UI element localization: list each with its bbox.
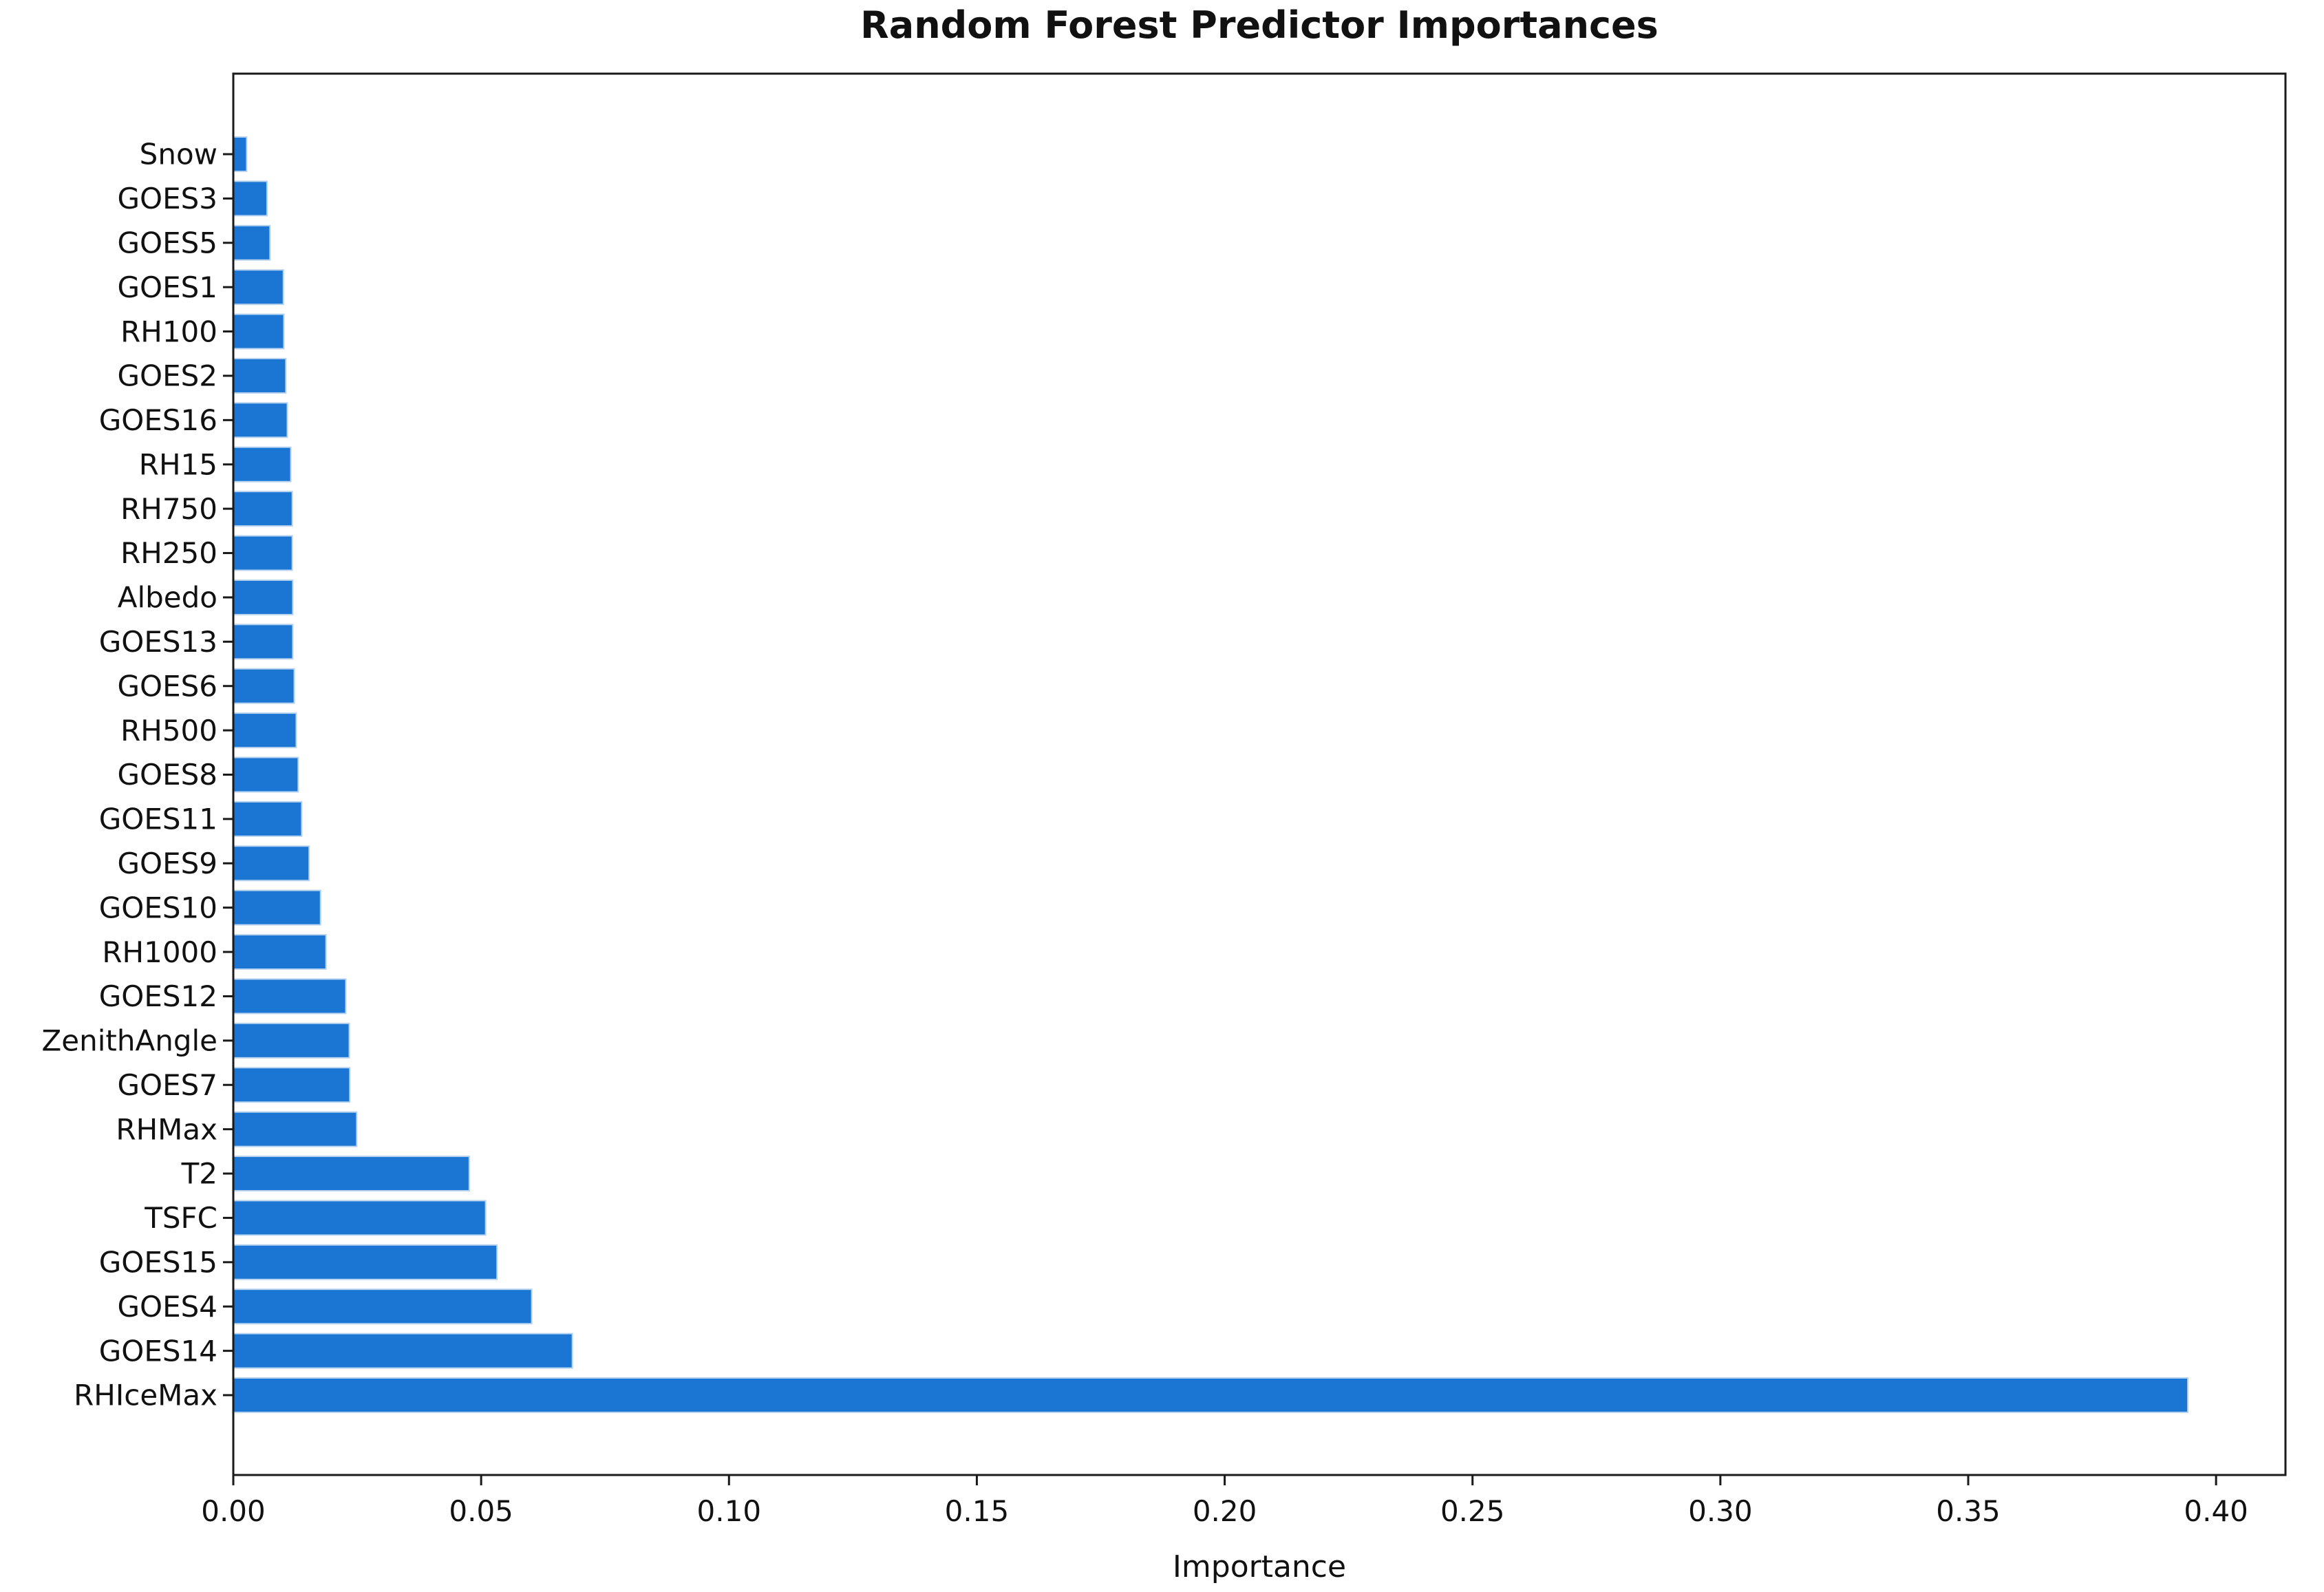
x-tick-label: 0.05 xyxy=(449,1494,513,1528)
bar-GOES2 xyxy=(233,357,287,394)
bar-GOES12 xyxy=(233,978,347,1015)
bar-GOES10 xyxy=(233,889,321,926)
bar-RH1000 xyxy=(233,934,327,970)
y-tick-label-GOES16: GOES16 xyxy=(99,403,217,437)
axes-frame xyxy=(232,72,2287,1476)
y-tick-label-GOES12: GOES12 xyxy=(99,979,217,1013)
x-axis-label: Importance xyxy=(1173,1549,1346,1584)
bar-Snow xyxy=(233,136,248,172)
y-tick-label-RH100: RH100 xyxy=(120,315,217,348)
bar-GOES16 xyxy=(233,402,288,438)
x-tick-label: 0.40 xyxy=(2184,1494,2248,1528)
bar-GOES4 xyxy=(233,1288,533,1325)
y-tick-label-GOES13: GOES13 xyxy=(99,625,217,659)
y-tick-label-T2: T2 xyxy=(181,1157,217,1191)
bar-RH750 xyxy=(233,491,293,527)
y-tick-marks xyxy=(223,153,233,1397)
y-tick-label-GOES10: GOES10 xyxy=(99,891,217,924)
y-tick-label-GOES8: GOES8 xyxy=(117,758,217,792)
bar-T2 xyxy=(233,1156,470,1192)
y-tick-labels: Snow GOES3 GOES5 GOES1 RH100 GOES2 GOES16 RH15 R… xyxy=(41,138,217,1412)
bar-GOES8 xyxy=(233,756,299,793)
bar-GOES13 xyxy=(233,624,294,660)
y-tick-label-RH250: RH250 xyxy=(120,536,217,570)
bar-GOES11 xyxy=(233,800,303,837)
bar-ZenithAngle xyxy=(233,1022,350,1059)
y-tick-label-GOES3: GOES3 xyxy=(117,182,217,215)
y-tick-label-Snow: Snow xyxy=(140,138,217,171)
y-tick-label-TSFC: TSFC xyxy=(144,1201,217,1235)
y-tick-label-GOES14: GOES14 xyxy=(99,1334,217,1368)
x-tick-label: 0.25 xyxy=(1440,1494,1505,1528)
bar-GOES1 xyxy=(233,269,284,306)
y-tick-label-GOES6: GOES6 xyxy=(117,669,217,703)
bar-GOES5 xyxy=(233,224,271,261)
y-tick-label-GOES7: GOES7 xyxy=(117,1068,217,1102)
y-tick-label-GOES1: GOES1 xyxy=(117,270,217,304)
bar-GOES7 xyxy=(233,1067,351,1103)
bar-GOES14 xyxy=(233,1333,573,1369)
y-tick-label-RH500: RH500 xyxy=(120,714,217,747)
bar-RHIceMax xyxy=(233,1377,2189,1413)
x-tick-label: 0.30 xyxy=(1688,1494,1753,1528)
bar-RH500 xyxy=(233,712,297,749)
y-tick-label-GOES9: GOES9 xyxy=(117,847,217,880)
axes-spines xyxy=(232,72,2287,1476)
y-tick-label-GOES2: GOES2 xyxy=(117,359,217,393)
chart-title: Random Forest Predictor Importances xyxy=(860,3,1659,47)
bar-GOES15 xyxy=(233,1244,498,1280)
y-tick-label-RHIceMax: RHIceMax xyxy=(74,1379,217,1412)
y-tick-label-GOES4: GOES4 xyxy=(117,1290,217,1324)
x-tick-labels: 0.00 0.05 0.10 0.15 0.20 0.25 0.30 0.35 0.40 xyxy=(201,1494,2248,1528)
bar-GOES6 xyxy=(233,668,295,704)
x-tick-label: 0.10 xyxy=(697,1494,762,1528)
bars-group xyxy=(233,136,2189,1413)
y-tick-label-RHMax: RHMax xyxy=(116,1112,217,1146)
y-tick-label-Albedo: Albedo xyxy=(118,581,217,615)
y-tick-label-GOES5: GOES5 xyxy=(117,226,217,259)
bar-TSFC xyxy=(233,1200,487,1236)
y-tick-label-ZenithAngle: ZenithAngle xyxy=(41,1024,217,1058)
y-tick-label-RH750: RH750 xyxy=(120,492,217,526)
x-tick-label: 0.15 xyxy=(945,1494,1010,1528)
y-tick-label-RH1000: RH1000 xyxy=(102,935,217,969)
bar-Albedo xyxy=(233,579,294,615)
x-tick-label: 0.00 xyxy=(201,1494,266,1528)
bar-RH15 xyxy=(233,446,292,482)
bar-GOES9 xyxy=(233,845,310,882)
bar-RHMax xyxy=(233,1111,358,1147)
bar-RH250 xyxy=(233,535,293,571)
y-tick-label-GOES15: GOES15 xyxy=(99,1246,217,1280)
x-tick-label: 0.20 xyxy=(1193,1494,1257,1528)
y-tick-label-RH15: RH15 xyxy=(139,447,217,481)
x-tick-marks xyxy=(232,1475,2217,1485)
bar-RH100 xyxy=(233,313,285,350)
x-tick-label: 0.35 xyxy=(1936,1494,2001,1528)
bar-GOES3 xyxy=(233,180,268,217)
y-tick-label-GOES11: GOES11 xyxy=(99,803,217,836)
